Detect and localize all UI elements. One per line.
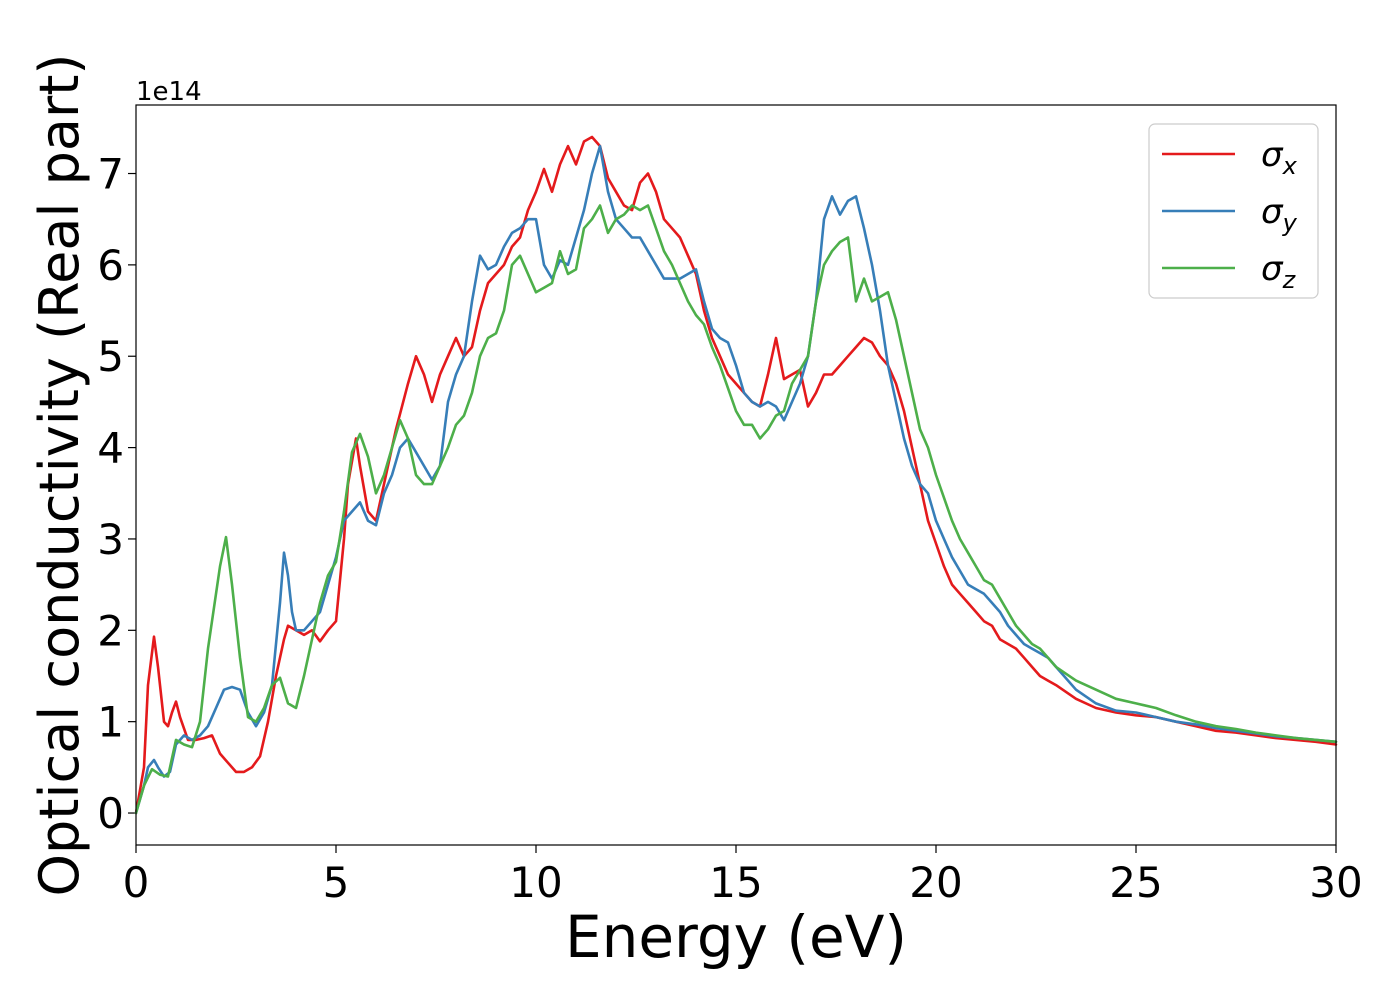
y-axis-label: Optical conductivity (Real part): [28, 54, 91, 897]
legend-label-x: σx: [1261, 135, 1298, 180]
y-tick-label: 7: [97, 150, 124, 199]
x-tick-label: 25: [1109, 858, 1162, 907]
y-offset-label: 1e14: [136, 77, 202, 107]
x-tick-label: 10: [509, 858, 562, 907]
y-tick-label: 1: [97, 698, 124, 747]
series-line-y: [134, 144, 1338, 815]
tick-group: 0 5 10 15 20 25 30 0 1 2 3 4 5 6 7: [97, 150, 1362, 907]
x-axis-label: Energy (eV): [565, 903, 907, 971]
y-tick-label: 4: [97, 424, 124, 473]
y-tick-label: 0: [97, 789, 124, 838]
legend-label-y: σy: [1261, 192, 1298, 237]
plot-frame: [135, 104, 1337, 846]
y-tick-label: 3: [97, 515, 124, 564]
y-tick-label: 5: [97, 332, 124, 381]
y-tick-label: 6: [97, 241, 124, 290]
x-tick-label: 15: [709, 858, 762, 907]
y-tick-label: 2: [97, 606, 124, 655]
x-tick-label: 20: [909, 858, 962, 907]
x-tick-label: 0: [123, 858, 150, 907]
x-tick-label: 30: [1309, 858, 1362, 907]
series-group: [134, 135, 1338, 815]
x-tick-label: 5: [323, 858, 350, 907]
series-line-x: [134, 135, 1338, 815]
series-line-z: [134, 204, 1338, 815]
